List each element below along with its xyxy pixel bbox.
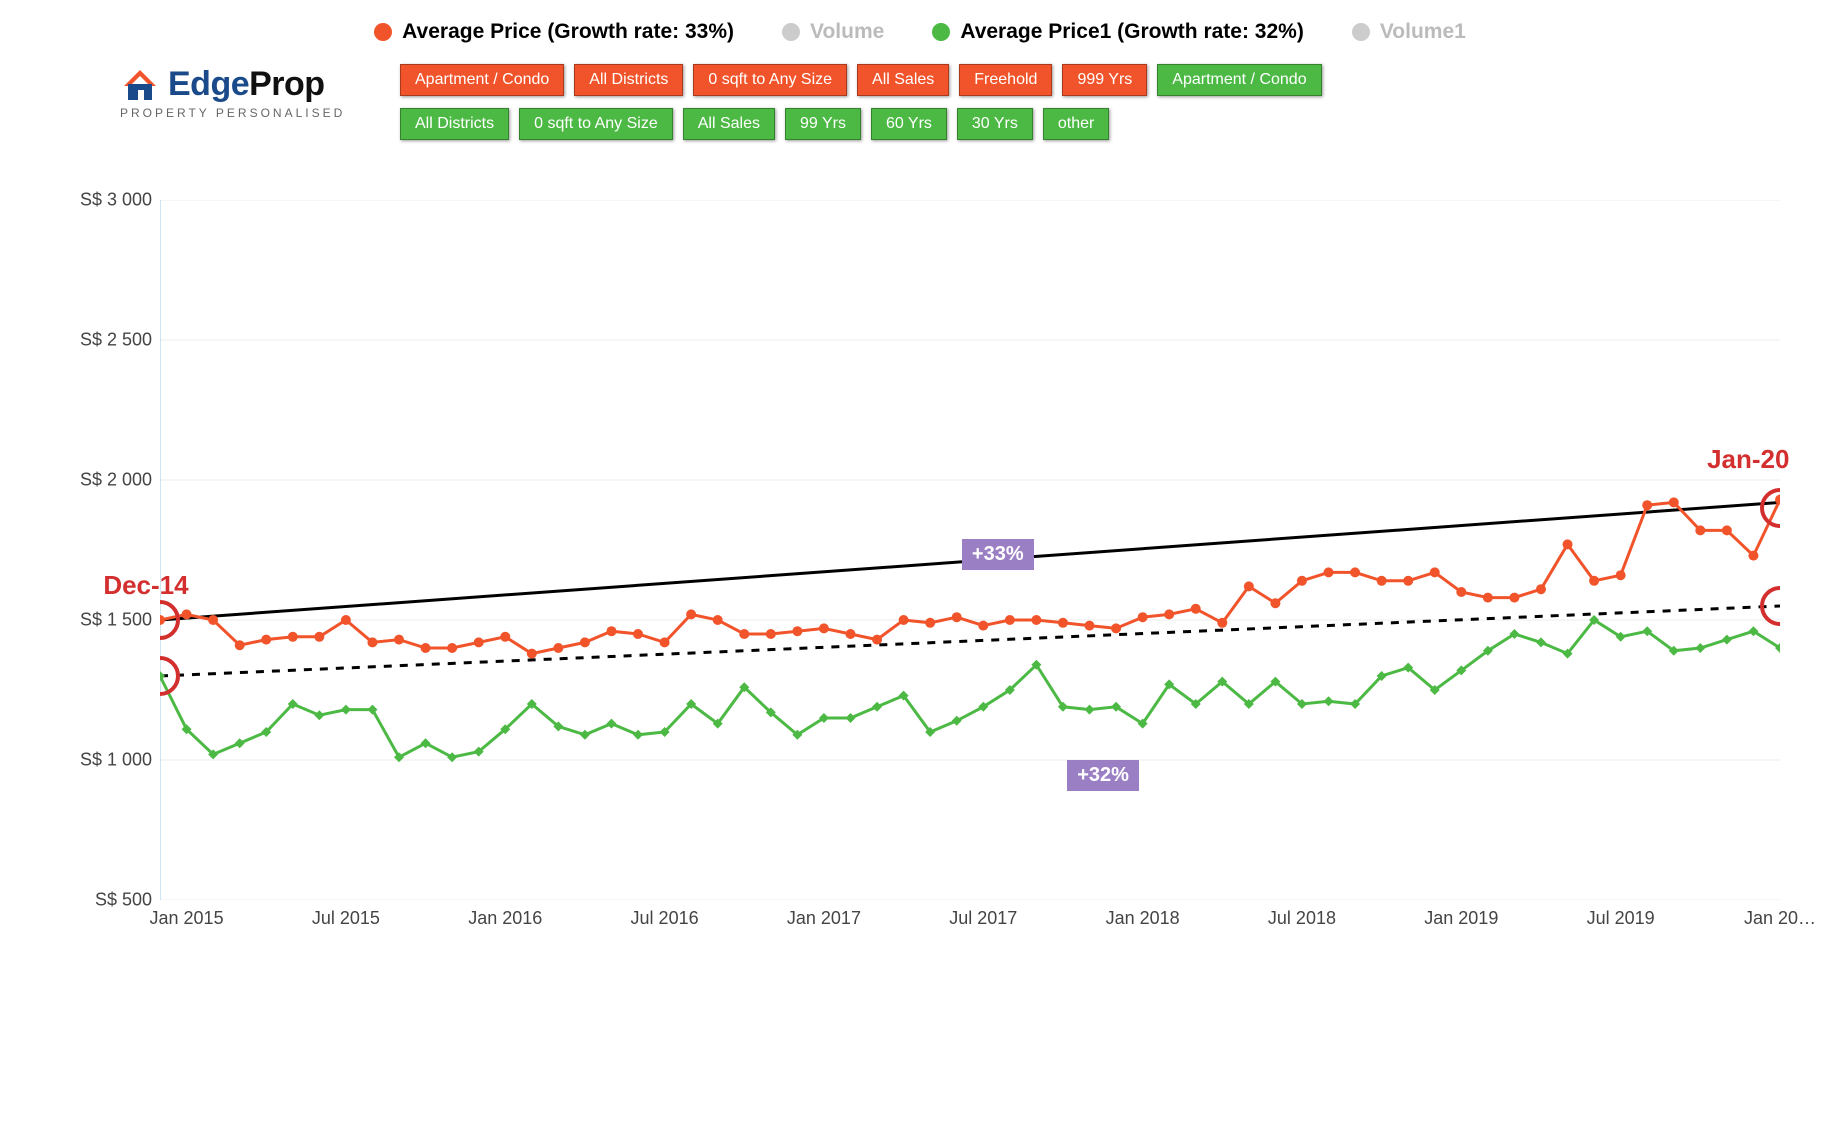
legend-dot-icon xyxy=(374,23,392,41)
legend-item[interactable]: Volume1 xyxy=(1352,20,1466,44)
filter-tag[interactable]: other xyxy=(1043,108,1109,140)
x-axis-label: Jul 2018 xyxy=(1268,908,1336,929)
legend-item[interactable]: Average Price1 (Growth rate: 32%) xyxy=(932,20,1304,44)
filter-tag[interactable]: Apartment / Condo xyxy=(400,64,564,96)
filter-tag[interactable]: 999 Yrs xyxy=(1062,64,1147,96)
legend-label: Average Price (Growth rate: 33%) xyxy=(402,20,734,44)
x-axis-label: Jan 2017 xyxy=(787,908,861,929)
filter-tag[interactable]: All Sales xyxy=(683,108,775,140)
filter-tag[interactable]: 60 Yrs xyxy=(871,108,947,140)
brand-logo: EdgeProp PROPERTY PERSONALISED xyxy=(120,64,360,120)
filter-tag[interactable]: 99 Yrs xyxy=(785,108,861,140)
x-axis-label: Jul 2017 xyxy=(949,908,1017,929)
filter-tags: Apartment / Condo All Districts 0 sqft to … xyxy=(400,64,1322,140)
y-axis-label: S$ 1 500 xyxy=(80,610,152,631)
x-axis-label: Jan 2019 xyxy=(1424,908,1498,929)
growth-badge: +33% xyxy=(962,539,1034,570)
filter-tag[interactable]: Apartment / Condo xyxy=(1157,64,1321,96)
y-axis-label: S$ 2 500 xyxy=(80,330,152,351)
logo-text-prop: Prop xyxy=(249,65,324,103)
price-chart: Jan 2015Jul 2015Jan 2016Jul 2016Jan 2017… xyxy=(160,200,1800,938)
y-axis-label: S$ 3 000 xyxy=(80,190,152,211)
filter-tag[interactable]: All Districts xyxy=(400,108,509,140)
y-axis-label: S$ 500 xyxy=(95,890,152,911)
x-axis-label: Jan 2016 xyxy=(468,908,542,929)
x-axis-label: Jul 2015 xyxy=(312,908,380,929)
legend-label: Volume xyxy=(810,20,884,44)
logo-subtitle: PROPERTY PERSONALISED xyxy=(120,106,360,120)
growth-badge: +32% xyxy=(1067,760,1139,791)
house-icon xyxy=(120,64,160,104)
filter-tag[interactable]: All Districts xyxy=(574,64,683,96)
legend-item[interactable]: Volume xyxy=(782,20,884,44)
filter-tag[interactable]: All Sales xyxy=(857,64,949,96)
y-axis-label: S$ 2 000 xyxy=(80,470,152,491)
x-axis-label: Jan 2018 xyxy=(1106,908,1180,929)
start-label: Dec-14 xyxy=(103,570,188,601)
logo-text-edge: Edge xyxy=(168,65,249,103)
filter-tag[interactable]: Freehold xyxy=(959,64,1052,96)
legend-item[interactable]: Average Price (Growth rate: 33%) xyxy=(374,20,734,44)
x-axis-label: Jul 2016 xyxy=(631,908,699,929)
legend-label: Volume1 xyxy=(1380,20,1466,44)
x-axis-label: Jul 2019 xyxy=(1587,908,1655,929)
filter-tag[interactable]: 30 Yrs xyxy=(957,108,1033,140)
x-axis-label: Jan 20… xyxy=(1744,908,1816,929)
filter-tag[interactable]: 0 sqft to Any Size xyxy=(693,64,847,96)
end-label: Jan-20 xyxy=(1707,444,1789,475)
legend-dot-icon xyxy=(932,23,950,41)
y-axis-label: S$ 1 000 xyxy=(80,750,152,771)
x-axis-label: Jan 2015 xyxy=(150,908,224,929)
filter-tag[interactable]: 0 sqft to Any Size xyxy=(519,108,673,140)
legend-label: Average Price1 (Growth rate: 32%) xyxy=(960,20,1304,44)
legend-dot-icon xyxy=(1352,23,1370,41)
legend-dot-icon xyxy=(782,23,800,41)
legend: Average Price (Growth rate: 33%) Volume Av… xyxy=(40,20,1800,44)
